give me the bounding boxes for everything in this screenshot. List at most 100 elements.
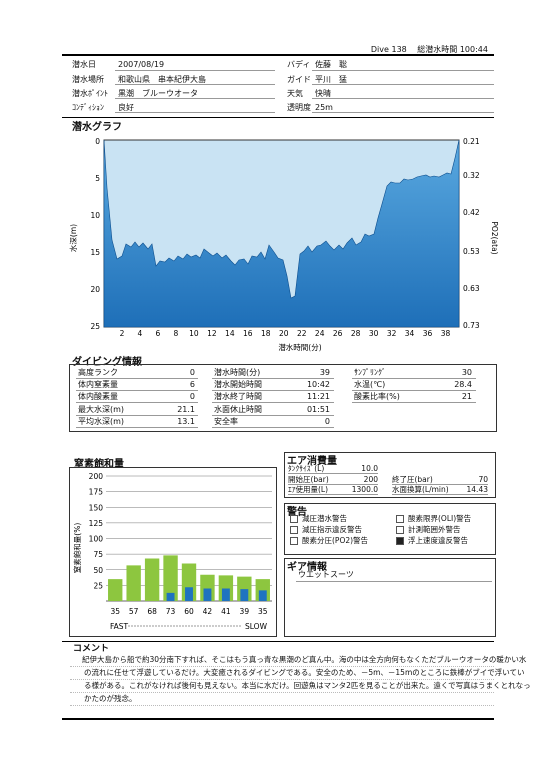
- empty-box-icon: [290, 515, 298, 523]
- svg-text:0.73: 0.73: [463, 321, 480, 330]
- dive-info-value: 01:51: [306, 404, 330, 414]
- dive-info-field: 潜水時間(分): [214, 368, 261, 377]
- time-tick-label: 2: [120, 329, 125, 338]
- empty-box-icon: [290, 537, 298, 545]
- nitrogen-tick-label: 50: [93, 566, 103, 575]
- nitrogen-bar: [108, 579, 123, 601]
- dive-info-value: 0: [189, 392, 195, 402]
- time-tick-label: 28: [351, 329, 361, 338]
- air-field-value: 70: [478, 474, 488, 484]
- comment-line: かたのが残念。: [84, 694, 137, 703]
- dive-info-field: 体内窒素量: [78, 380, 118, 390]
- nitrogen-tick-label: 25: [93, 581, 103, 590]
- empty-box-icon: [396, 515, 404, 523]
- air-title: エア消費量: [287, 456, 337, 467]
- nitrogen-bar: [163, 555, 178, 601]
- footer-rule: [62, 718, 494, 720]
- nitrogen-category-label: 42: [203, 607, 213, 616]
- time-tick-label: 24: [315, 329, 325, 338]
- dive-info-field: ｻﾝﾌﾟﾘﾝｸﾞ: [354, 368, 386, 377]
- nitrogen-category-label: 39: [240, 607, 250, 616]
- dive-info-field: 体内酸素量: [78, 392, 118, 402]
- time-tick-label: 4: [138, 329, 143, 338]
- dive-info-value: 13.1: [177, 416, 195, 426]
- time-tick-label: 14: [225, 329, 235, 338]
- time-tick-label: 36: [423, 329, 433, 338]
- dive-header: Dive 138 総潜水時間 100:44: [371, 44, 488, 55]
- warning-box: [284, 503, 496, 555]
- time-tick-label: 38: [441, 329, 451, 338]
- diving-info-title: ダイビング情報: [72, 357, 142, 368]
- dive-info-value: 28.4: [454, 380, 472, 390]
- depth-profile-area: [103, 139, 460, 328]
- po2-axis-label: PO2(ata): [490, 221, 499, 254]
- time-axis-ticks: 2 4 6 8 10 12 14 16 18 20 22 24 26 28 30 32 34 36 38: [120, 329, 451, 338]
- header-rule: [62, 54, 494, 56]
- nitrogen-tick-label: 100: [89, 535, 104, 544]
- dive-info-field: 潜水終了時間: [214, 392, 262, 402]
- info-point: 潜水ﾎﾟｲﾝﾄ 黒潮 ブルーウオータ: [72, 89, 198, 98]
- nitrogen-tick-label: 75: [93, 550, 103, 559]
- time-tick-label: 8: [174, 329, 179, 338]
- dive-number: Dive 138: [370, 45, 407, 54]
- warning-item: 減圧指示違反警告: [290, 524, 362, 535]
- nitrogen-category-label: 68: [147, 607, 157, 616]
- dive-info-value: 21: [461, 392, 472, 402]
- nitrogen-tick-label: 200: [89, 472, 104, 481]
- depth-axis-ticks: 0 5 10 15 20 25: [90, 137, 100, 331]
- air-field-label: 開始圧(bar): [288, 474, 329, 484]
- dive-info-field: 水面休止時間: [214, 404, 262, 414]
- dive-info-value: 39: [319, 368, 330, 377]
- air-field-label: ｴｱ使用量(L): [288, 485, 329, 494]
- air-field-value: 200: [363, 474, 378, 484]
- checked-box-icon: [396, 537, 404, 545]
- svg-text:15: 15: [90, 248, 100, 257]
- svg-text:10: 10: [90, 211, 100, 220]
- time-tick-label: 20: [279, 329, 289, 338]
- nitrogen-inner-bar: [203, 588, 212, 601]
- time-tick-label: 32: [387, 329, 397, 338]
- svg-text:0.21: 0.21: [463, 137, 480, 146]
- warning-item: 浮上速度違反警告: [396, 535, 468, 546]
- warning-title: 警告: [287, 507, 307, 518]
- nitrogen-inner-bar: [221, 588, 230, 601]
- nitrogen-category-label: 35: [258, 607, 268, 616]
- total-time-label: 総潜水時間: [417, 45, 458, 54]
- dive-graph-title: 潜水グラフ: [72, 122, 122, 133]
- dive-profile-chart: 0 5 10 15 20 25 0.21 0.32 0.42 0.53 0.63…: [68, 137, 499, 352]
- dive-info-field: 高度ランク: [78, 368, 118, 377]
- svg-text:0: 0: [95, 137, 100, 146]
- nitrogen-category-label: 60: [184, 607, 194, 616]
- dive-info-field: 平均水深(m): [78, 416, 125, 426]
- svg-text:0.63: 0.63: [463, 284, 480, 293]
- dive-info-field: 最大水深(m): [78, 404, 125, 414]
- gear-box: [284, 558, 496, 637]
- time-tick-label: 6: [156, 329, 161, 338]
- svg-text:0.53: 0.53: [463, 247, 480, 256]
- empty-box-icon: [396, 526, 404, 534]
- time-tick-label: 12: [207, 329, 217, 338]
- info-weather: 天気 快晴: [287, 89, 331, 98]
- nitrogen-tick-label: 125: [89, 519, 104, 528]
- po2-axis-ticks: 0.21 0.32 0.42 0.53 0.63 0.73: [463, 137, 480, 330]
- air-field-value: 1300.0: [351, 485, 378, 494]
- nitrogen-chart: 窒素飽和量(%) 200 175 150 125 100 75 50 25 35 57 68 73 6…: [72, 472, 272, 631]
- svg-text:0.42: 0.42: [463, 208, 480, 217]
- fast-label: FAST: [110, 622, 129, 631]
- warning-item: 酸素分圧(PO2)警告: [290, 535, 368, 546]
- svg-text:5: 5: [95, 174, 100, 183]
- time-tick-label: 22: [297, 329, 307, 338]
- nitrogen-inner-bar: [258, 590, 267, 601]
- diving-info-box: [69, 364, 497, 432]
- info-date: 潜水日 2007/08/19: [72, 60, 165, 69]
- svg-text:20: 20: [90, 285, 100, 294]
- info-guide: ガイド 平川 猛: [287, 75, 347, 84]
- air-field-label: 水面換算(L/min): [392, 485, 449, 494]
- nitrogen-tick-label: 175: [89, 488, 104, 497]
- gear-title: ギア情報: [287, 562, 327, 573]
- warning-item: 酸素限界(OLI)警告: [396, 513, 471, 524]
- nitrogen-inner-bar: [240, 589, 249, 601]
- dive-info-value: 10:42: [306, 380, 330, 390]
- nitrogen-title: 窒素飽和量: [74, 459, 124, 470]
- nitrogen-inner-bar: [166, 592, 175, 601]
